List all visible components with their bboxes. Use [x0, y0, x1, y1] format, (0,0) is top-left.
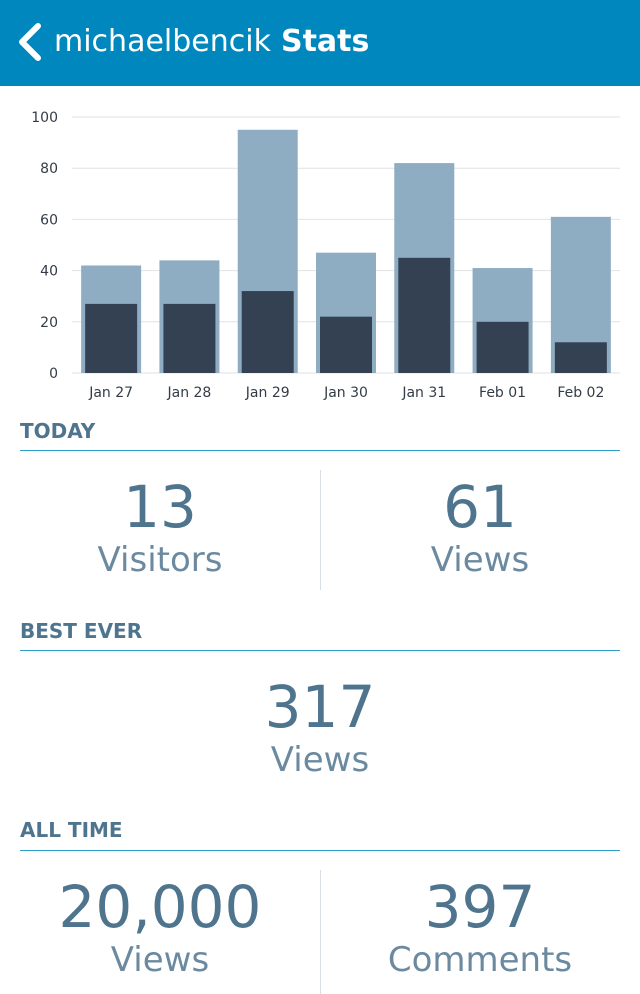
section-divider — [20, 850, 620, 851]
x-tick-label: Jan 31 — [401, 385, 446, 400]
y-tick-label: 40 — [40, 264, 58, 280]
all-time-comments-stat: 397 Comments — [320, 874, 640, 980]
bar-visitors — [85, 303, 138, 373]
bar-visitors — [163, 303, 216, 373]
site-name: michaelbencik — [54, 24, 271, 59]
today-views-label: Views — [430, 540, 530, 580]
bar-visitors — [476, 321, 529, 373]
section-title-today: TODAY — [20, 419, 96, 443]
today-views-stat: 61 Views — [320, 474, 640, 580]
stat-divider — [320, 470, 321, 590]
x-tick-label: Jan 27 — [88, 385, 133, 400]
y-tick-label: 0 — [49, 366, 58, 382]
today-views-value: 61 — [443, 473, 517, 541]
stat-divider — [320, 870, 321, 994]
app-header: michaelbencik Stats — [0, 0, 640, 86]
x-tick-label: Jan 30 — [323, 385, 368, 400]
section-title-all-time: ALL TIME — [20, 818, 123, 842]
stats-label: Stats — [280, 24, 370, 59]
y-tick-label: 80 — [40, 161, 58, 177]
best-ever-views-value: 317 — [264, 673, 376, 741]
bar-visitors — [554, 342, 607, 373]
page-title: michaelbencik Stats — [54, 20, 369, 64]
best-ever-views-label: Views — [270, 740, 370, 780]
today-visitors-value: 13 — [123, 473, 197, 541]
chevron-left-icon[interactable] — [14, 22, 44, 62]
y-tick-label: 20 — [40, 315, 58, 331]
section-title-best-ever: BEST EVER — [20, 619, 143, 643]
all-time-views-value: 20,000 — [58, 873, 262, 941]
stats-bar-chart: 0 20 40 60 80 100 Jan 27 Jan 28 Jan 29 Jan 30 Jan … — [31, 110, 620, 400]
all-time-views-label: Views — [110, 940, 210, 980]
y-tick-label: 60 — [40, 212, 58, 228]
today-visitors-label: Visitors — [97, 540, 223, 580]
x-tick-label: Feb 02 — [557, 385, 604, 400]
y-tick-label: 100 — [31, 110, 58, 126]
bar-visitors — [320, 316, 372, 373]
section-divider — [20, 450, 620, 451]
all-time-comments-value: 397 — [424, 873, 536, 941]
bar-visitors — [241, 291, 294, 373]
all-time-comments-label: Comments — [387, 940, 573, 980]
x-tick-label: Jan 29 — [245, 385, 290, 400]
all-time-views-stat: 20,000 Views — [0, 874, 320, 980]
x-tick-label: Jan 28 — [166, 385, 211, 400]
best-ever-views-stat: 317 Views — [0, 674, 640, 780]
bar-visitors — [398, 257, 451, 373]
today-visitors-stat: 13 Visitors — [0, 474, 320, 580]
x-tick-label: Feb 01 — [479, 385, 526, 400]
section-divider — [20, 650, 620, 651]
